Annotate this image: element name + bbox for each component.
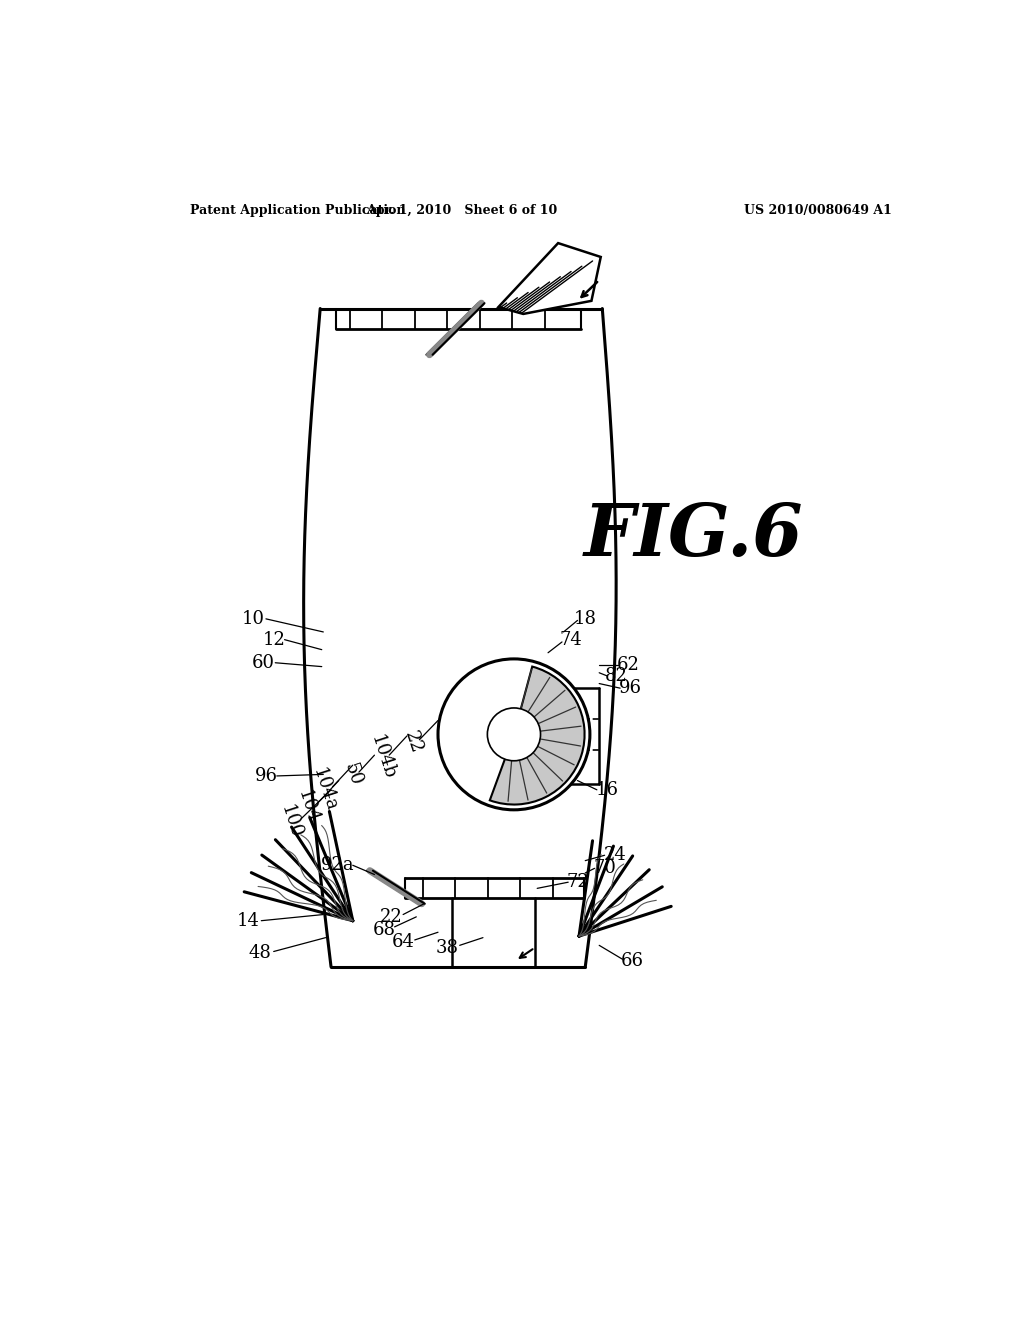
Text: Patent Application Publication: Patent Application Publication [190,205,406,218]
Text: US 2010/0080649 A1: US 2010/0080649 A1 [743,205,892,218]
Text: 104a: 104a [309,766,340,814]
Text: 68: 68 [373,921,395,939]
Text: 66: 66 [621,952,643,970]
Text: 82: 82 [605,667,628,685]
Wedge shape [489,667,585,804]
Text: 36: 36 [432,713,457,741]
Text: 74: 74 [560,631,583,648]
Polygon shape [499,243,601,314]
Text: 24: 24 [603,846,626,865]
Text: 60: 60 [252,653,275,672]
Text: 72: 72 [566,874,589,891]
Text: 14: 14 [237,912,259,929]
Circle shape [438,659,590,809]
Text: 92a: 92a [321,857,354,874]
Text: 64: 64 [392,933,415,952]
Text: Apr. 1, 2010   Sheet 6 of 10: Apr. 1, 2010 Sheet 6 of 10 [366,205,557,218]
Text: 70: 70 [593,859,616,878]
Text: 62: 62 [616,656,639,675]
Circle shape [487,708,541,760]
Text: 104: 104 [294,788,322,826]
Text: 16: 16 [595,781,618,799]
Text: 100: 100 [276,803,305,841]
Text: FIG.6: FIG.6 [584,500,804,572]
Text: 12: 12 [262,631,285,648]
Text: 10: 10 [242,610,265,628]
Text: 48: 48 [248,944,271,962]
Text: 38: 38 [436,939,459,957]
Text: 22: 22 [380,908,402,925]
Text: 18: 18 [573,610,597,628]
Text: 96: 96 [254,767,278,785]
Text: 50: 50 [341,760,365,788]
Text: 22: 22 [401,729,425,755]
Text: 104b: 104b [367,733,398,781]
Text: 96: 96 [618,680,642,697]
